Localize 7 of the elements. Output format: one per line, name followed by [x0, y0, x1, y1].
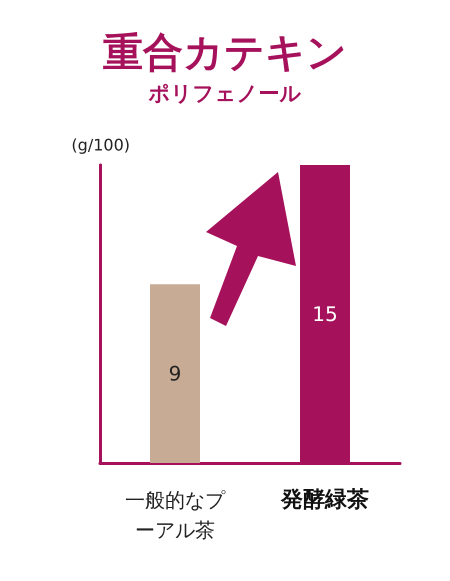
data-label: 9 [168, 362, 182, 386]
y-axis-title: (g/100) [71, 136, 130, 154]
chart-title: 重合カテキン [103, 30, 347, 76]
x-tick-label: 一般的なプーアル茶 [125, 488, 226, 542]
data-label: 15 [312, 302, 338, 326]
chart-subtitle: ポリフェノール [148, 82, 302, 106]
x-tick-label: 発酵緑茶 [280, 488, 369, 512]
